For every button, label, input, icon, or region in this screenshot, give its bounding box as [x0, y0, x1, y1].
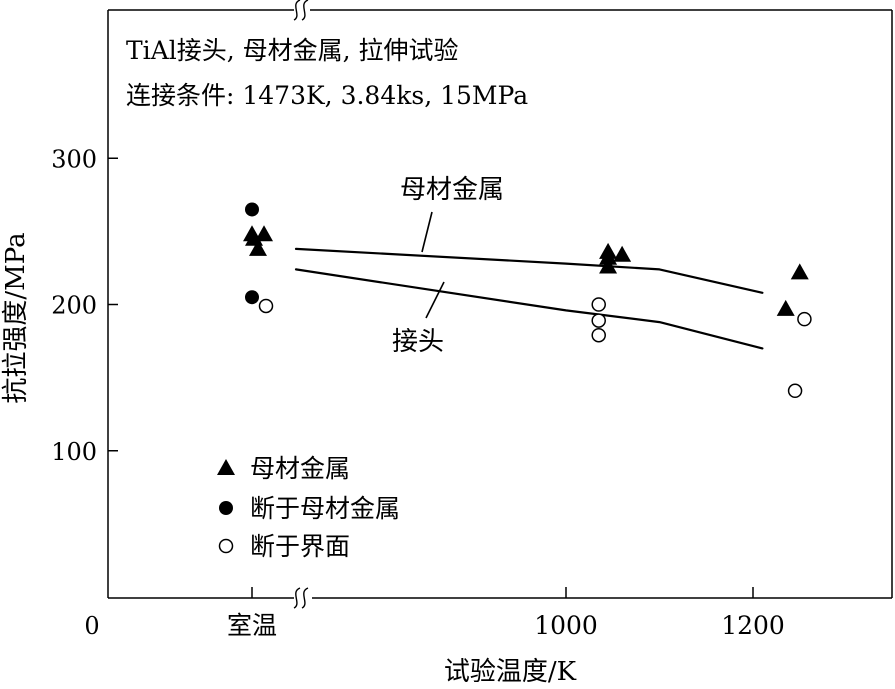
annotation-line-1: TiAl接头, 母材金属, 拉伸试验 — [126, 36, 459, 65]
data-point — [599, 248, 618, 265]
y-axis-label: 抗拉强度/MPa — [1, 232, 31, 403]
data-point — [249, 239, 267, 256]
axis-break-mask — [294, 587, 310, 609]
data-point — [258, 298, 274, 314]
data-point — [790, 263, 809, 280]
data-point — [255, 225, 273, 242]
legend-label: 断于母材金属 — [250, 494, 400, 523]
plot-frame — [107, 0, 893, 609]
curve-label-leader — [421, 211, 433, 253]
data-point — [591, 327, 606, 343]
data-point — [245, 229, 263, 246]
legend-label: 断于界面 — [250, 532, 350, 561]
x-tick-label: 1000 — [534, 611, 598, 640]
annotation-line-2: 连接条件: 1473K, 3.84ks, 15MPa — [126, 81, 528, 110]
data-point — [613, 245, 632, 262]
data-point — [797, 311, 812, 327]
x-tick-label: 1200 — [721, 611, 785, 640]
axis-break-mark — [293, 587, 301, 609]
x-tick-label: 室温 — [227, 611, 277, 640]
curve-label-joint: 接头 — [392, 327, 444, 357]
y-tick-label: 300 — [51, 145, 97, 173]
curve-label-base-metal: 母材金属 — [400, 175, 504, 205]
axis-break-mark — [293, 0, 301, 21]
axis-break-mark — [301, 0, 309, 21]
curves — [294, 211, 764, 350]
data-point — [776, 299, 795, 316]
curve-label-leader — [425, 281, 445, 319]
y-tick-label: 100 — [51, 438, 97, 466]
x-axis-label: 试验温度/K — [444, 657, 577, 687]
data-point — [245, 202, 259, 217]
data-markers — [217, 202, 812, 554]
data-point — [591, 313, 606, 328]
data-point — [599, 257, 618, 274]
data-point — [787, 383, 803, 399]
curve-joint — [294, 268, 764, 350]
origin-label: 0 — [84, 612, 99, 640]
legend-label: 母材金属 — [250, 454, 350, 483]
text-labels: 100 200 300 室温 1000 1200 0 试验温度/K 抗拉强度/MPa TiAl接头… — [1, 36, 785, 687]
curve-base-metal — [294, 247, 764, 294]
y-tick-label: 200 — [51, 292, 97, 320]
axis-break-mark — [301, 587, 309, 609]
legend-marker — [219, 501, 233, 515]
data-point — [591, 297, 606, 312]
data-point — [245, 290, 259, 305]
legend-marker — [217, 459, 235, 475]
axis-break-mask — [294, 0, 310, 21]
legend-marker — [218, 538, 234, 554]
